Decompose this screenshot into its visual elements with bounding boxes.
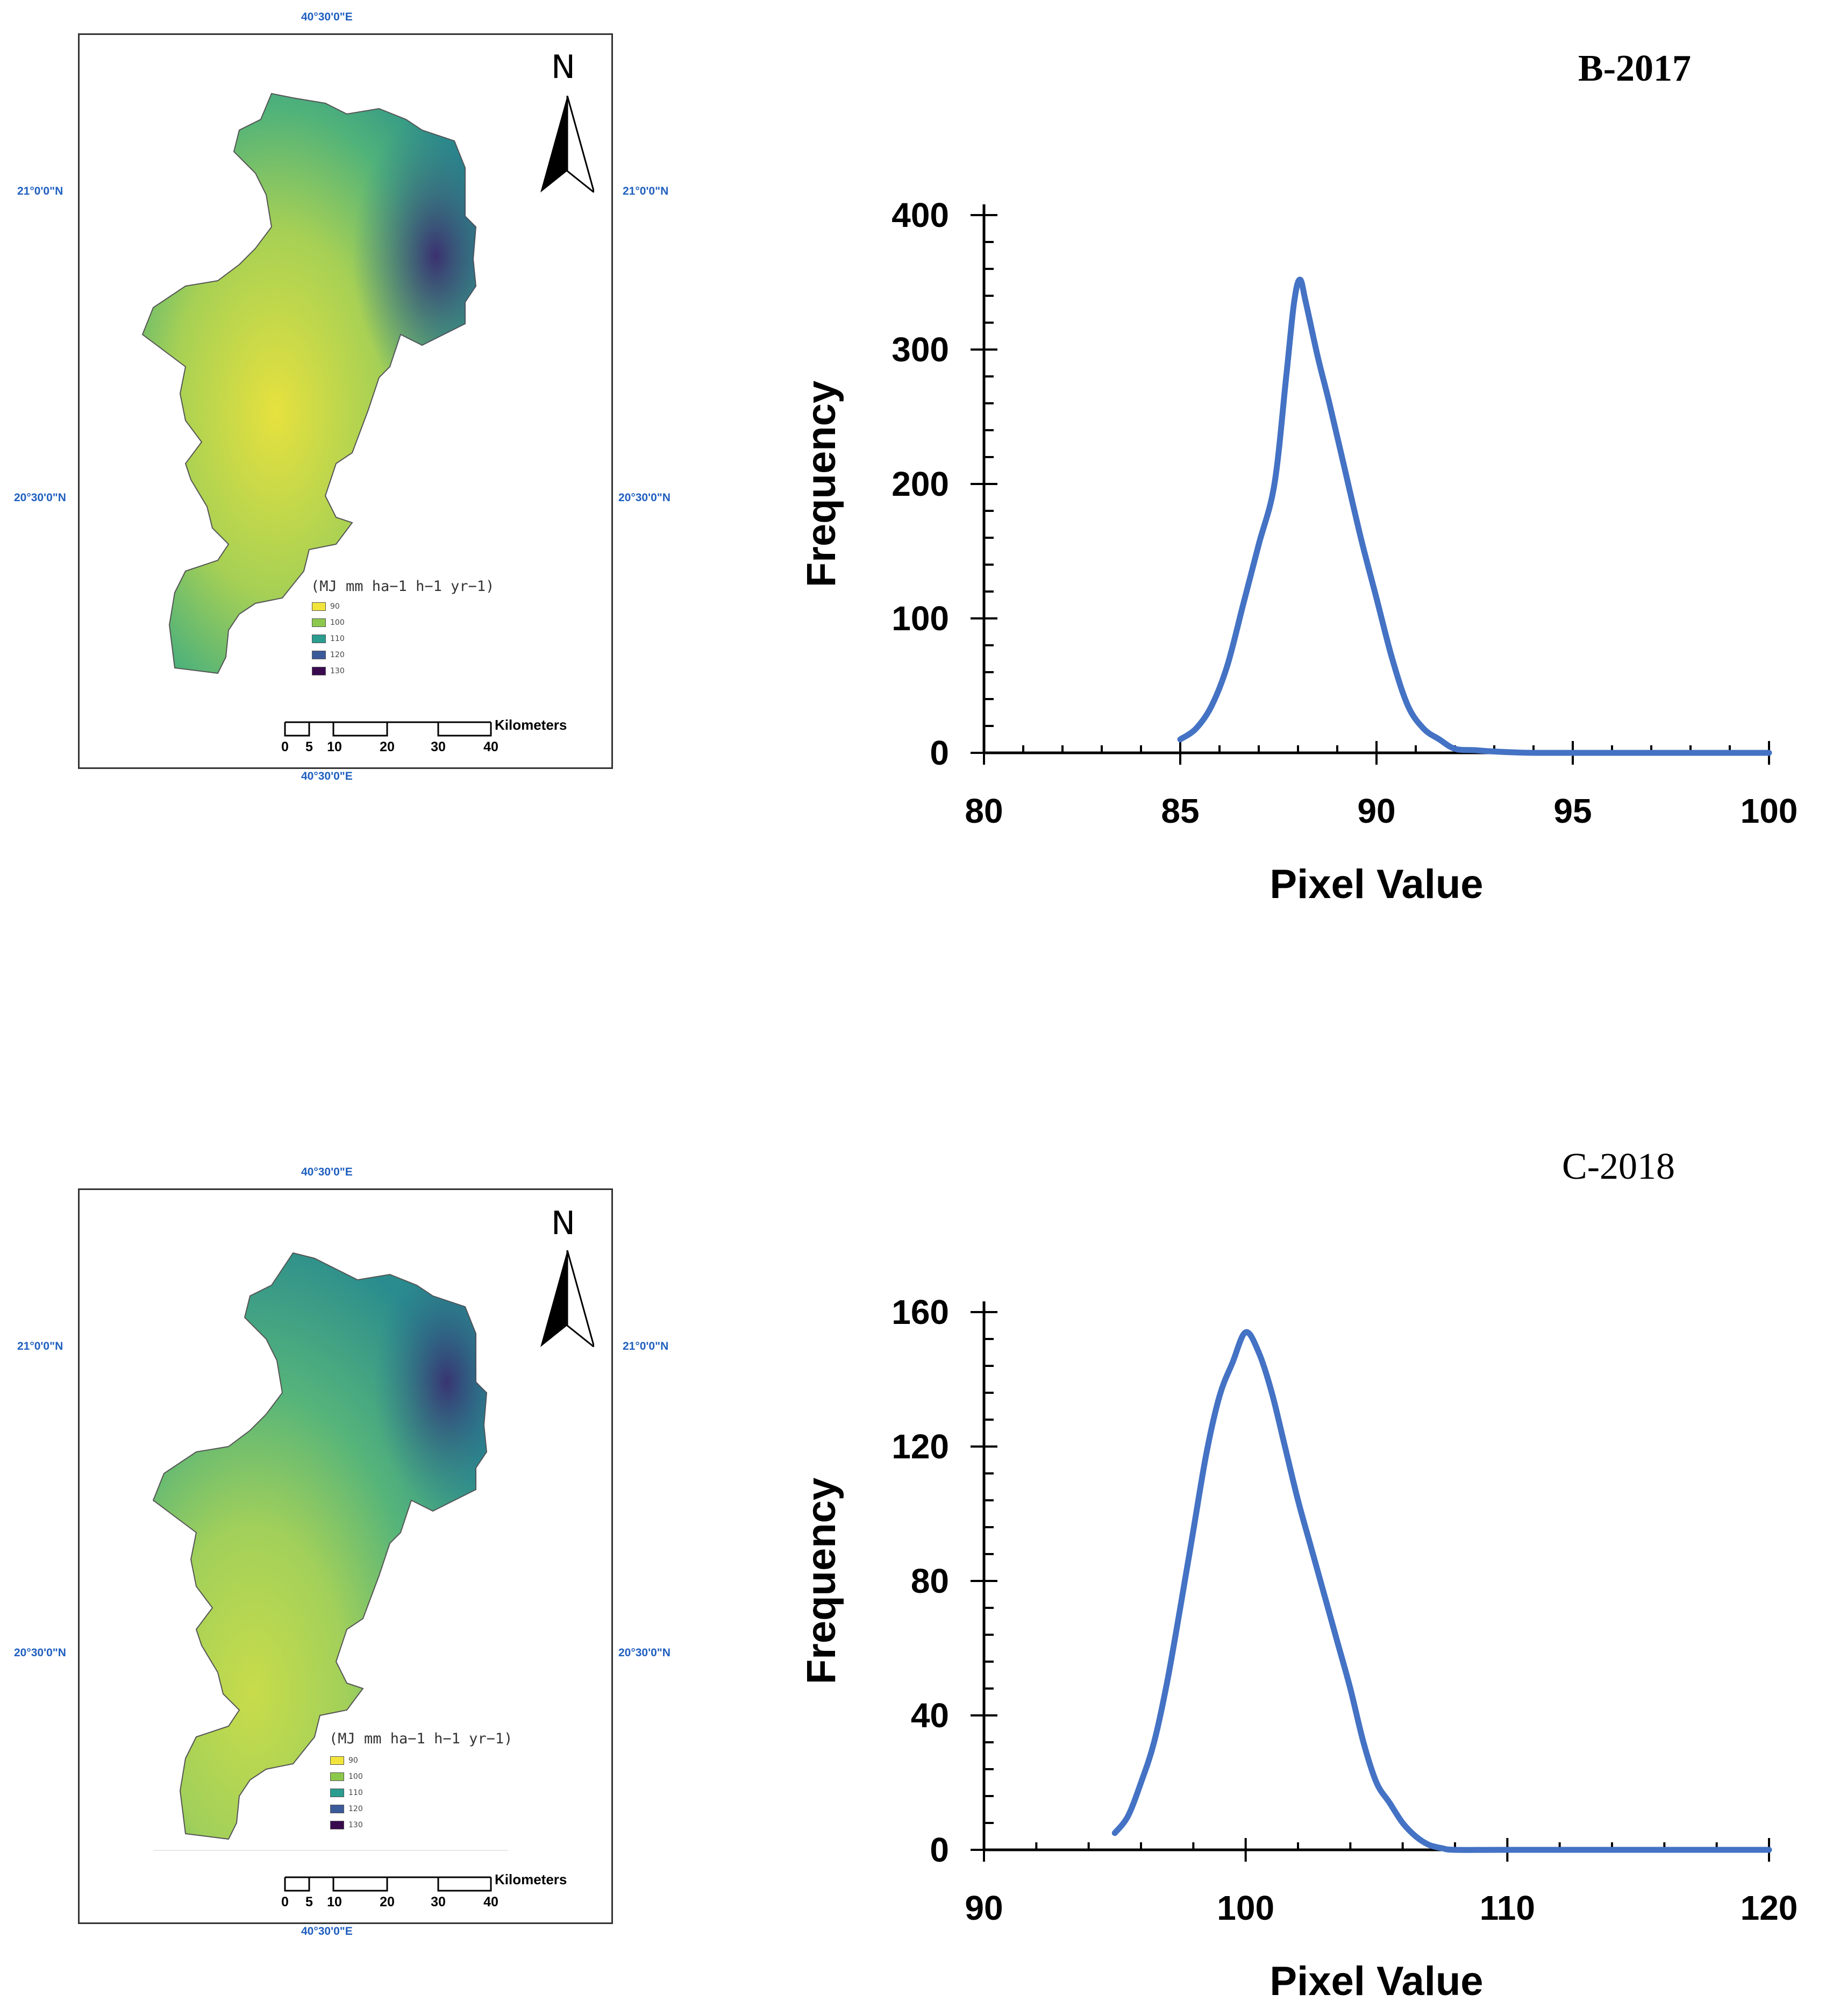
coord-right-lower: 20°30'0"N <box>618 491 671 504</box>
north-arrow-icon <box>540 1250 594 1347</box>
legend-swatch <box>330 1772 344 1781</box>
region-map-shape <box>141 92 477 674</box>
legend-swatch <box>330 1756 344 1765</box>
chart-title-b: B-2017 <box>1578 48 1691 89</box>
legend-title: (MJ mm ha−1 h−1 yr−1) <box>311 578 495 595</box>
y-axis-label: Frequency <box>798 1478 844 1684</box>
legend-item: 100 <box>312 618 345 627</box>
region-map-shape <box>152 1252 488 1840</box>
scale-label: Kilometers <box>495 717 567 733</box>
legend-swatch <box>312 618 326 627</box>
coord-left-lower: 20°30'0"N <box>14 1647 66 1659</box>
histogram-chart-b: 0 100 200 300 400 80 85 90 95 100 Pixel Value Frequ… <box>798 196 1798 907</box>
y-tick-label: 300 <box>892 330 949 369</box>
legend-swatch <box>312 602 326 611</box>
y-tick-label: 160 <box>892 1293 949 1331</box>
north-label: N <box>551 48 575 86</box>
legend-swatch <box>330 1821 344 1829</box>
north-arrow-icon <box>540 96 594 193</box>
legend-item: 90 <box>312 602 340 611</box>
scale-bar <box>284 1876 492 1892</box>
north-label: N <box>551 1205 575 1242</box>
coord-bottom: 40°30'0"E <box>301 770 353 782</box>
x-tick-label: 120 <box>1741 1889 1798 1927</box>
legend-item: 110 <box>330 1789 363 1797</box>
legend-item: 120 <box>312 651 345 659</box>
x-tick-label: 90 <box>1357 792 1395 830</box>
y-axis-label: Frequency <box>798 381 844 587</box>
legend-swatch <box>312 651 326 659</box>
y-tick-label: 40 <box>911 1696 949 1735</box>
legend-item: 130 <box>330 1821 363 1829</box>
divider <box>153 1850 508 1851</box>
x-axis-label: Pixel Value <box>1270 1958 1483 2004</box>
coord-top: 40°30'0"E <box>301 11 353 23</box>
chart-title-c: C-2018 <box>1562 1146 1675 1187</box>
legend-item: 120 <box>330 1805 363 1813</box>
x-tick-label: 100 <box>1741 792 1798 830</box>
coord-left-upper: 21°0'0"N <box>17 1340 63 1352</box>
y-tick-label: 100 <box>892 599 949 638</box>
histogram-chart-c: 0 40 80 120 160 90 100 110 120 Pixel Value Frequen… <box>798 1293 1798 2004</box>
x-tick-label: 100 <box>1217 1889 1274 1927</box>
x-tick-label: 110 <box>1480 1889 1535 1927</box>
coord-right-lower: 20°30'0"N <box>618 1647 671 1659</box>
y-tick-label: 80 <box>911 1562 949 1600</box>
x-tick-label: 80 <box>965 792 1003 830</box>
legend-item: 130 <box>312 667 345 675</box>
coord-right-upper: 21°0'0"N <box>623 185 669 197</box>
y-tick-label: 120 <box>892 1427 949 1466</box>
coord-bottom: 40°30'0"E <box>301 1925 353 1937</box>
y-tick-label: 400 <box>892 196 949 234</box>
legend-swatch <box>312 635 326 643</box>
x-tick-label: 90 <box>965 1889 1003 1927</box>
legend-item: 90 <box>330 1756 358 1765</box>
x-tick-label: 95 <box>1553 792 1592 830</box>
scale-label: Kilometers <box>495 1871 567 1887</box>
y-tick-label: 0 <box>930 1830 949 1869</box>
y-tick-label: 0 <box>930 733 949 772</box>
legend-swatch <box>330 1789 344 1797</box>
coord-left-lower: 20°30'0"N <box>14 491 66 504</box>
legend-swatch <box>312 667 326 675</box>
y-tick-label: 200 <box>892 465 949 503</box>
x-tick-label: 85 <box>1161 792 1199 830</box>
scale-bar <box>284 721 492 737</box>
coord-right-upper: 21°0'0"N <box>623 1340 669 1352</box>
legend-item: 100 <box>330 1772 363 1781</box>
coord-left-upper: 21°0'0"N <box>17 185 63 197</box>
x-axis-label: Pixel Value <box>1270 861 1483 907</box>
coord-top: 40°30'0"E <box>301 1166 353 1178</box>
legend-item: 110 <box>312 635 345 643</box>
legend-swatch <box>330 1805 344 1813</box>
legend-title: (MJ mm ha−1 h−1 yr−1) <box>329 1730 513 1747</box>
series-line-frequency <box>1111 1329 1772 1853</box>
series-line-frequency <box>1177 276 1772 756</box>
